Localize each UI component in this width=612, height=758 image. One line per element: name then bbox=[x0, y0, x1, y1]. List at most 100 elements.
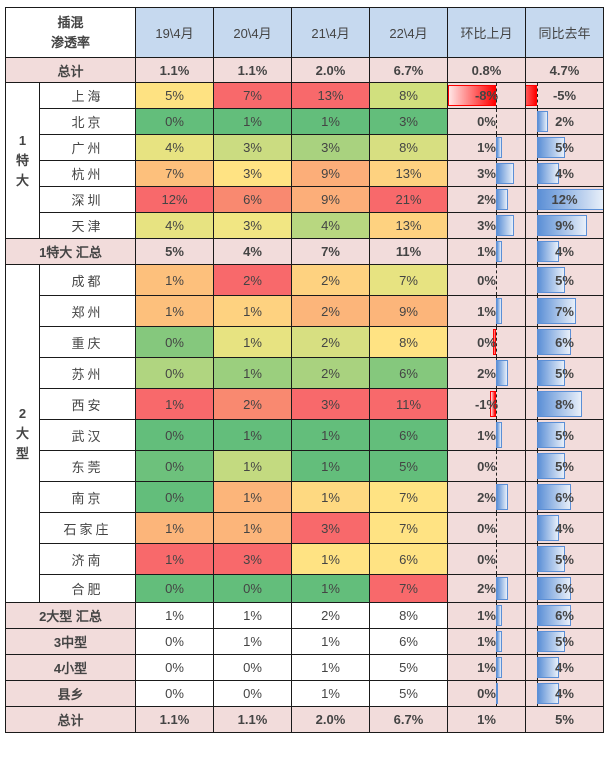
heat-cell: 0% bbox=[135, 419, 214, 451]
total-cell: 1% bbox=[447, 706, 526, 733]
table-row: 深圳 12% 6% 9% 21% 2% 12% bbox=[6, 186, 604, 213]
yoy-cell: 8% bbox=[525, 388, 604, 420]
table-row: 东莞 0% 1% 1% 5% 0% 5% bbox=[6, 450, 604, 482]
heat-cell: 2% bbox=[291, 295, 370, 327]
table-row: 武汉 0% 1% 1% 6% 1% 5% bbox=[6, 419, 604, 451]
summary-cell: 5% bbox=[135, 238, 214, 265]
mom-cell: 2% bbox=[447, 186, 526, 213]
bar-value: 6% bbox=[555, 334, 574, 350]
positive-data-bar bbox=[537, 215, 588, 236]
city-name: 东莞 bbox=[39, 450, 136, 482]
summary-cell: 1% bbox=[213, 602, 292, 629]
category-label: 县乡 bbox=[5, 680, 136, 707]
heat-cell: 4% bbox=[291, 212, 370, 239]
positive-data-bar bbox=[537, 111, 549, 132]
city-name: 成都 bbox=[39, 264, 136, 296]
bar-value: 2% bbox=[477, 192, 496, 207]
heat-cell: 7% bbox=[369, 574, 448, 603]
yoy-cell: 6% bbox=[525, 481, 604, 513]
heat-cell: 13% bbox=[369, 212, 448, 239]
positive-data-bar bbox=[537, 329, 571, 355]
heat-cell: 2% bbox=[291, 264, 370, 296]
total-cell: 1.1% bbox=[135, 706, 214, 733]
category-cell: 1% bbox=[291, 680, 370, 707]
category-cell: 1% bbox=[291, 654, 370, 681]
penetration-table: 插混 渗透率 19\4月 20\4月 21\4月 22\4月 环比上月 同比去年… bbox=[5, 7, 604, 733]
zero-axis bbox=[496, 265, 497, 295]
total-top-row: 总计 1.1% 1.1% 2.0% 6.7% 0.8% 4.7% bbox=[5, 57, 604, 83]
yoy-cell: 5% bbox=[525, 450, 604, 482]
positive-data-bar bbox=[496, 484, 508, 510]
zero-axis bbox=[496, 513, 497, 543]
positive-data-bar bbox=[537, 484, 571, 510]
heat-cell: 6% bbox=[213, 186, 292, 213]
positive-data-bar bbox=[496, 298, 502, 324]
yoy-cell: 4% bbox=[525, 160, 604, 187]
positive-data-bar bbox=[496, 577, 508, 600]
col-header-20: 20\4月 bbox=[213, 7, 292, 58]
heat-cell: 3% bbox=[213, 212, 292, 239]
heat-cell: 0% bbox=[135, 326, 214, 358]
heat-cell: 8% bbox=[369, 326, 448, 358]
heat-cell: 7% bbox=[135, 160, 214, 187]
category-cell: 1% bbox=[291, 628, 370, 655]
bar-value: 1% bbox=[477, 634, 496, 649]
yoy-cell: 4% bbox=[525, 512, 604, 544]
city-name: 上海 bbox=[39, 82, 136, 109]
total-cell: 6.7% bbox=[369, 706, 448, 733]
heat-cell: 5% bbox=[369, 450, 448, 482]
total-cell: 2.0% bbox=[291, 57, 370, 83]
positive-data-bar bbox=[537, 546, 565, 572]
mom-cell: 1% bbox=[447, 419, 526, 451]
heat-cell: 3% bbox=[213, 134, 292, 161]
bar-value: 2% bbox=[477, 581, 496, 596]
bar-value: 12% bbox=[551, 192, 578, 207]
positive-data-bar bbox=[537, 422, 565, 448]
mom-cell: -1% bbox=[447, 388, 526, 420]
heat-cell: 1% bbox=[291, 543, 370, 575]
mom-cell: 3% bbox=[447, 160, 526, 187]
category-cell: 5% bbox=[369, 654, 448, 681]
city-name: 天津 bbox=[39, 212, 136, 239]
city-name: 北京 bbox=[39, 108, 136, 135]
positive-data-bar bbox=[537, 241, 560, 262]
bar-value: 8% bbox=[555, 396, 574, 412]
yoy-cell: 5% bbox=[525, 543, 604, 575]
heat-cell: 3% bbox=[291, 388, 370, 420]
yoy-cell: 6% bbox=[525, 326, 604, 358]
heat-cell: 21% bbox=[369, 186, 448, 213]
total-cell: 2.0% bbox=[291, 706, 370, 733]
mom-cell: -8% bbox=[447, 82, 526, 109]
table-row: 郑州 1% 1% 2% 9% 1% 7% bbox=[6, 295, 604, 327]
table-row: 2 大型成都 1% 2% 2% 7% 0% 5% bbox=[5, 264, 604, 603]
heat-cell: 1% bbox=[135, 388, 214, 420]
category-label: 3中型 bbox=[5, 628, 136, 655]
col-header-21: 21\4月 bbox=[291, 7, 370, 58]
city-name: 合肥 bbox=[39, 574, 136, 603]
positive-data-bar bbox=[496, 241, 502, 262]
group-label-char: 大 bbox=[15, 425, 29, 441]
mom-cell: 0% bbox=[447, 108, 526, 135]
yoy-cell: 2% bbox=[525, 108, 604, 135]
yoy-cell: 4% bbox=[525, 680, 604, 707]
heat-cell: 0% bbox=[135, 450, 214, 482]
mom-cell: 2% bbox=[447, 574, 526, 603]
bar-value: 0% bbox=[477, 686, 496, 701]
city-name: 武汉 bbox=[39, 419, 136, 451]
heat-cell: 1% bbox=[291, 108, 370, 135]
group-label: 2 大型 bbox=[5, 264, 40, 603]
heat-cell: 1% bbox=[213, 512, 292, 544]
zero-axis bbox=[537, 83, 538, 108]
mom-cell: 2% bbox=[447, 481, 526, 513]
heat-cell: 1% bbox=[213, 481, 292, 513]
positive-data-bar bbox=[496, 657, 502, 678]
table-row: 杭州 7% 3% 9% 13% 3% 4% bbox=[6, 160, 604, 187]
mom-cell: 0% bbox=[447, 512, 526, 544]
positive-data-bar bbox=[537, 391, 582, 417]
negative-data-bar bbox=[448, 85, 496, 106]
total-bottom-row: 总计 1.1% 1.1% 2.0% 6.7% 1% 5% bbox=[5, 706, 604, 733]
bar-value: 3% bbox=[477, 218, 496, 233]
heat-cell: 2% bbox=[213, 264, 292, 296]
positive-data-bar bbox=[496, 189, 508, 210]
category-cell: 0% bbox=[213, 680, 292, 707]
